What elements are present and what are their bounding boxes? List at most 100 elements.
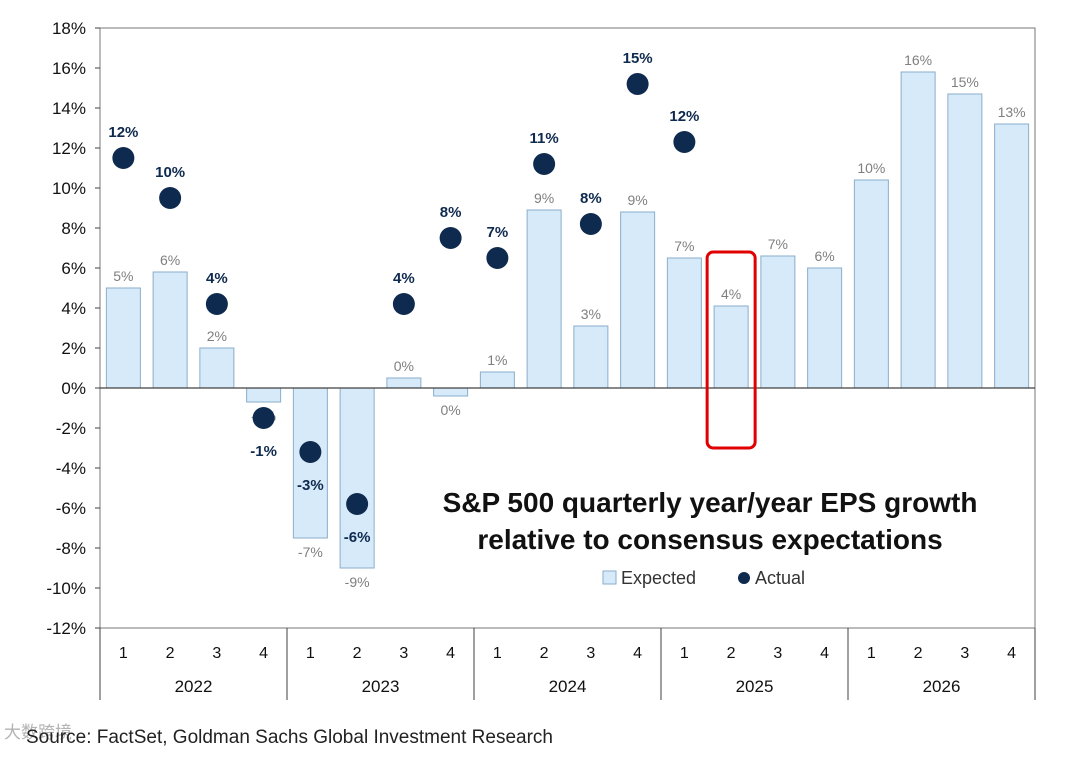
quarter-tick-label: 2 [353,645,362,662]
quarter-tick-label: 3 [586,645,595,662]
year-group-label: 2025 [736,677,774,696]
actual-dot [392,293,415,315]
y-tick-label: 0% [61,379,86,398]
expected-bar [760,255,796,389]
actual-data-label: 11% [530,130,559,147]
expected-data-label: 6% [160,252,180,268]
expected-bar [713,305,749,389]
actual-data-label: 7% [487,224,509,241]
quarter-tick-label: 3 [773,645,782,662]
expected-data-label: 9% [628,192,648,208]
actual-data-label: 4% [206,270,228,287]
y-tick-label: 12% [52,139,86,158]
expected-bar [620,211,656,389]
expected-data-label: 5% [113,268,133,284]
quarter-tick-label: 4 [446,645,455,662]
quarter-tick-label: 4 [259,645,268,662]
actual-dot [579,213,602,235]
expected-data-label: -7% [298,544,323,560]
quarter-tick-label: 3 [960,645,969,662]
quarter-tick-label: 3 [399,645,408,662]
expected-data-label: -9% [345,574,370,590]
chart-title-line2: relative to consensus expectations [477,524,942,555]
expected-data-label: 0% [441,402,461,418]
expected-bar [105,287,141,389]
actual-dot [112,147,135,169]
quarter-tick-label: 2 [914,645,923,662]
actual-data-label: 12% [108,124,138,141]
y-tick-label: 18% [52,19,86,38]
expected-data-label: 3% [581,306,601,322]
actual-dot [205,293,228,315]
expected-bar [900,71,936,389]
year-group-label: 2026 [923,677,961,696]
actual-dot [299,441,322,463]
year-group-label: 2023 [362,677,400,696]
y-tick-label: 2% [61,339,86,358]
actual-dot [346,493,369,515]
y-tick-label: 14% [52,99,86,118]
expected-bar [947,93,983,389]
chart-title-line1: S&P 500 quarterly year/year EPS growth [443,487,978,518]
expected-bar [152,271,188,389]
y-tick-label: -2% [56,419,86,438]
watermark-text: 大数跨境 [4,723,72,743]
actual-data-label: 12% [669,108,699,125]
expected-bar [573,325,609,389]
quarter-tick-label: 1 [680,645,689,662]
actual-data-label: -1% [250,443,277,460]
expected-data-label: 2% [207,328,227,344]
actual-data-label: 8% [440,204,462,221]
year-group-label: 2022 [175,677,213,696]
legend-expected-swatch [602,570,617,585]
expected-bar [807,267,843,389]
quarter-tick-label: 2 [166,645,175,662]
y-tick-label: 4% [61,299,86,318]
expected-bar [386,377,422,389]
expected-bar [853,179,889,389]
quarter-tick-label: 2 [727,645,736,662]
expected-bar [994,123,1030,389]
actual-dot [252,407,275,429]
expected-bar [339,387,375,569]
expected-data-label: 13% [998,104,1026,120]
quarter-tick-label: 4 [633,645,642,662]
actual-dot [673,131,696,153]
y-tick-label: -8% [56,539,86,558]
actual-data-label: -3% [297,477,324,494]
actual-dot [626,73,649,95]
expected-data-label: 16% [904,52,932,68]
expected-data-label: 7% [768,236,788,252]
quarter-tick-label: 1 [867,645,876,662]
actual-data-label: 10% [155,164,185,181]
actual-data-label: 15% [623,50,653,67]
actual-data-label: 8% [580,190,602,207]
plot-frame [99,27,1036,629]
y-tick-label: -10% [46,579,86,598]
actual-dot [159,187,182,209]
quarter-tick-label: 1 [493,645,502,662]
y-tick-label: -6% [56,499,86,518]
y-tick-label: -12% [46,619,86,638]
legend-actual-label: Actual [755,568,805,588]
legend-expected-label: Expected [621,568,696,588]
expected-data-label: 1% [487,352,507,368]
quarter-tick-label: 1 [119,645,128,662]
actual-data-label: -6% [344,529,371,546]
source-note: Source: FactSet, Goldman Sachs Global In… [26,727,553,748]
y-tick-label: 8% [61,219,86,238]
year-group-label: 2024 [549,677,587,696]
expected-data-label: 7% [674,238,694,254]
expected-data-label: 4% [721,286,741,302]
quarter-tick-label: 3 [212,645,221,662]
expected-bar [666,257,702,389]
expected-bar [433,387,469,397]
y-tick-label: -4% [56,459,86,478]
expected-data-label: 10% [857,160,885,176]
expected-bar [199,347,235,389]
quarter-tick-label: 4 [820,645,829,662]
y-tick-label: 16% [52,59,86,78]
expected-data-label: 15% [951,74,979,90]
